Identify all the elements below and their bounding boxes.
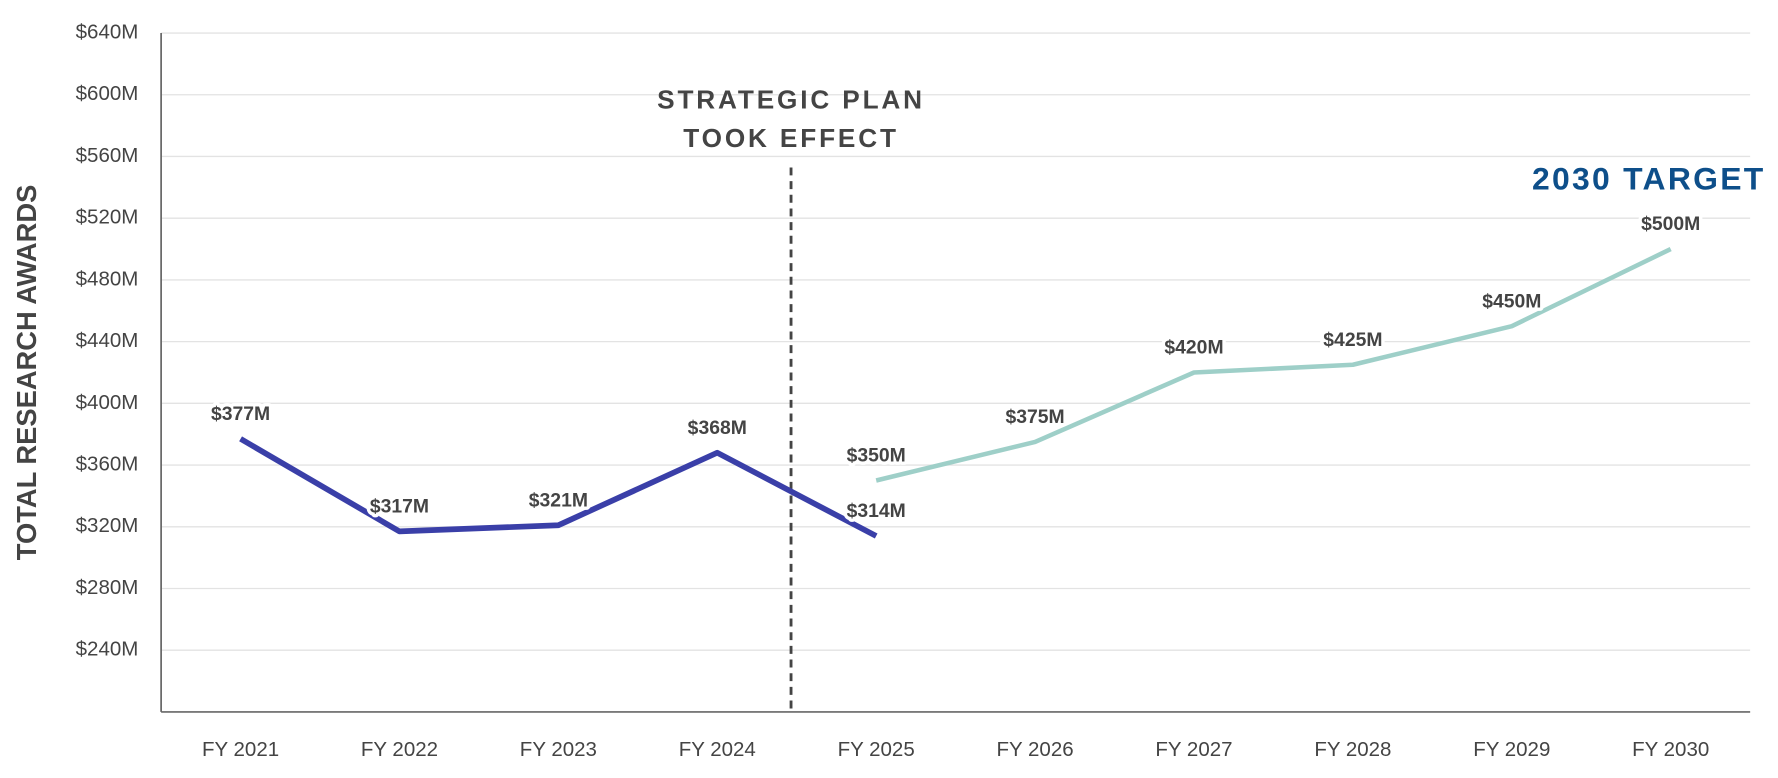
y-tick-label: $280M	[76, 576, 139, 599]
x-tick-label: FY 2030	[1632, 738, 1709, 761]
x-tick-label: FY 2026	[997, 738, 1074, 761]
x-tick-label: FY 2022	[361, 738, 438, 761]
x-tick-label: FY 2028	[1314, 738, 1391, 761]
data-label: $420M	[1164, 337, 1223, 359]
data-label: $450M	[1482, 290, 1541, 312]
x-tick-label: FY 2024	[679, 738, 756, 761]
x-tick-label: FY 2029	[1473, 738, 1550, 761]
data-label: $425M	[1323, 329, 1382, 351]
data-label: $375M	[1005, 406, 1064, 428]
y-tick-label: $440M	[76, 329, 139, 352]
annotation: STRATEGIC PLAN	[657, 84, 925, 114]
y-tick-label: $320M	[76, 514, 139, 537]
y-tick-label: $640M	[76, 20, 139, 43]
y-tick-label: $400M	[76, 391, 139, 414]
data-label: $321M	[529, 489, 588, 511]
data-label: $317M	[370, 496, 429, 518]
data-label: $314M	[847, 500, 906, 522]
data-label: $368M	[688, 417, 747, 439]
y-tick-label: $520M	[76, 206, 139, 229]
y-tick-label: $240M	[76, 638, 139, 661]
y-axis-label: TOTAL RESEARCH AWARDS	[11, 185, 42, 561]
x-tick-label: FY 2027	[1155, 738, 1232, 761]
y-tick-label: $360M	[76, 452, 139, 475]
y-tick-label: $560M	[76, 144, 139, 167]
x-tick-label: FY 2025	[838, 738, 915, 761]
x-tick-label: FY 2023	[520, 738, 597, 761]
annotation: TOOK EFFECT	[683, 123, 899, 153]
data-label: $500M	[1641, 213, 1700, 235]
data-label: $350M	[847, 445, 906, 467]
line-series	[875, 246, 1672, 483]
annotation: 2030 TARGET	[1532, 161, 1766, 197]
line-series	[239, 436, 878, 539]
x-tick-label: FY 2021	[202, 738, 279, 761]
y-tick-label: $480M	[76, 267, 139, 290]
data-label: $377M	[211, 403, 270, 425]
y-tick-label: $600M	[76, 82, 139, 105]
